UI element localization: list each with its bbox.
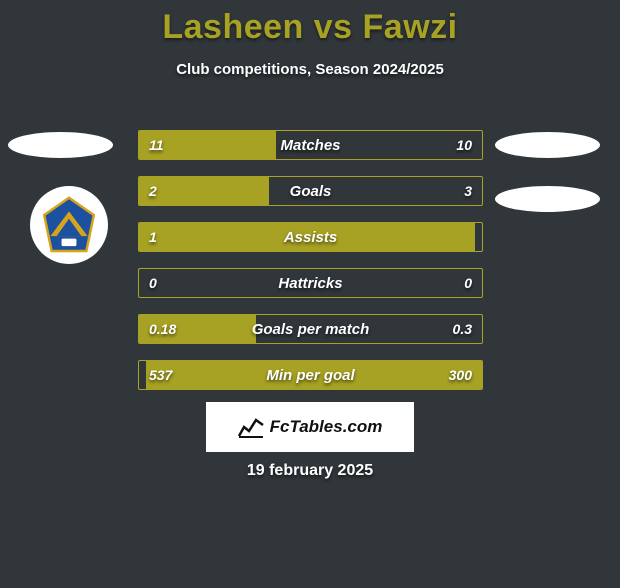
bar-value-right: 10: [456, 131, 472, 159]
bar-label: Min per goal: [139, 361, 482, 389]
page-title: Lasheen vs Fawzi: [0, 8, 620, 47]
bar-row: 0.18 Goals per match 0.3: [138, 314, 483, 344]
subtitle: Club competitions, Season 2024/2025: [0, 61, 620, 78]
bar-label: Goals per match: [139, 315, 482, 343]
bar-label: Hattricks: [139, 269, 482, 297]
player-right-placeholder-2: [495, 186, 600, 212]
date-text: 19 february 2025: [0, 462, 620, 480]
bar-row: 0 Hattricks 0: [138, 268, 483, 298]
player-left-placeholder-1: [8, 132, 113, 158]
bar-label: Assists: [139, 223, 482, 251]
bar-row: 1 Assists: [138, 222, 483, 252]
bar-value-right: 0: [464, 269, 472, 297]
bar-label: Goals: [139, 177, 482, 205]
comparison-bars: 11 Matches 10 2 Goals 3 1 Assists 0 Hatt…: [138, 130, 483, 406]
bar-value-right: 3: [464, 177, 472, 205]
brand-text: FcTables.com: [270, 417, 383, 437]
bar-value-right: 0.3: [453, 315, 472, 343]
club-badge-left: [30, 186, 108, 264]
bar-row: 537 Min per goal 300: [138, 360, 483, 390]
bar-row: 11 Matches 10: [138, 130, 483, 160]
bar-value-right: 300: [449, 361, 472, 389]
bar-label: Matches: [139, 131, 482, 159]
pyramids-badge-icon: [38, 194, 100, 256]
brand-box[interactable]: FcTables.com: [206, 402, 414, 452]
bar-row: 2 Goals 3: [138, 176, 483, 206]
player-right-placeholder-1: [495, 132, 600, 158]
chart-icon: [238, 416, 264, 438]
